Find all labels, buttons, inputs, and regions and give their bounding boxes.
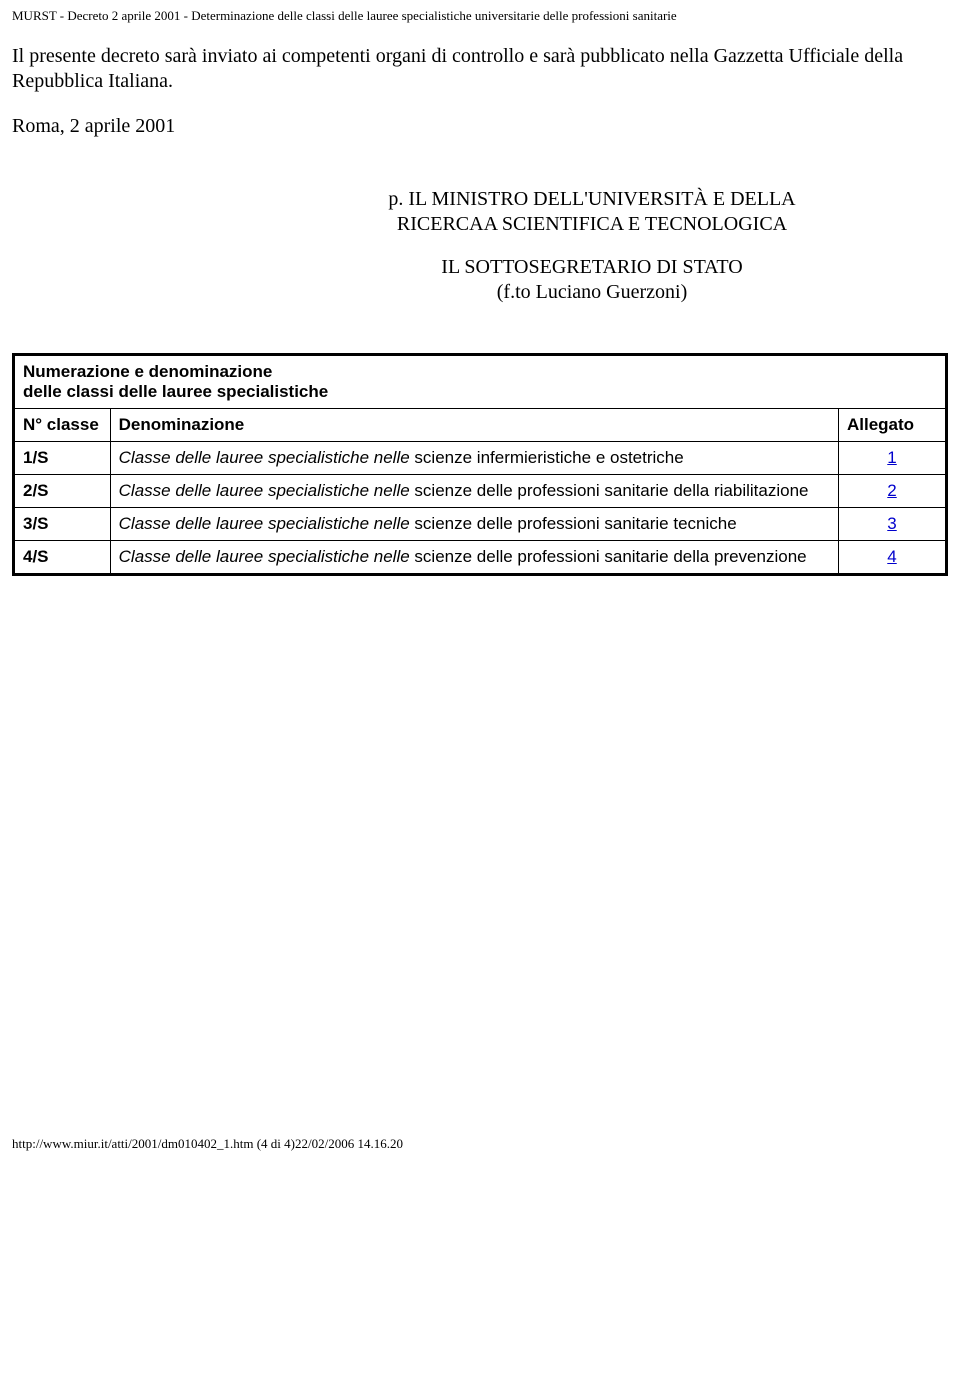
signature-line-4: (f.to Luciano Guerzoni) [312,280,872,305]
signature-block: p. IL MINISTRO DELL'UNIVERSITÀ E DELLA R… [12,187,948,305]
signature-line-2: RICERCAA SCIENTIFICA E TECNOLOGICA [312,212,872,237]
row-link-cell: 1 [839,442,947,475]
row-desc-rest: scienze delle professioni sanitarie dell… [414,547,806,566]
row-num: 1/S [14,442,111,475]
row-desc-prefix: Classe delle lauree specialistiche nelle [119,514,415,533]
row-link-cell: 4 [839,541,947,575]
row-desc: Classe delle lauree specialistiche nelle… [110,508,838,541]
classes-table: Numerazione e denominazione delle classi… [12,353,948,576]
col-header-denom: Denominazione [110,409,838,442]
row-link-cell: 3 [839,508,947,541]
row-desc: Classe delle lauree specialistiche nelle… [110,541,838,575]
row-num: 4/S [14,541,111,575]
table-section-title-l1: Numerazione e denominazione [23,362,272,381]
table-section-header: Numerazione e denominazione delle classi… [14,355,947,409]
intro-paragraph-2: Roma, 2 aprile 2001 [12,114,948,139]
table-row: 2/S Classe delle lauree specialistiche n… [14,475,947,508]
row-desc-prefix: Classe delle lauree specialistiche nelle [119,448,415,467]
table-row: 3/S Classe delle lauree specialistiche n… [14,508,947,541]
allegato-link[interactable]: 4 [887,547,896,566]
row-num: 2/S [14,475,111,508]
allegato-link[interactable]: 3 [887,514,896,533]
signature-line-3: IL SOTTOSEGRETARIO DI STATO [312,255,872,280]
row-num: 3/S [14,508,111,541]
col-header-num: N° classe [14,409,111,442]
allegato-link[interactable]: 1 [887,448,896,467]
table-row: 4/S Classe delle lauree specialistiche n… [14,541,947,575]
page-footer-url: http://www.miur.it/atti/2001/dm010402_1.… [0,1136,960,1152]
row-desc-rest: scienze delle professioni sanitarie dell… [414,481,808,500]
row-desc: Classe delle lauree specialistiche nelle… [110,442,838,475]
col-header-allegato: Allegato [839,409,947,442]
row-desc-rest: scienze infermieristiche e ostetriche [414,448,683,467]
row-link-cell: 2 [839,475,947,508]
row-desc-prefix: Classe delle lauree specialistiche nelle [119,481,415,500]
table-section-title-l2: delle classi delle lauree specialistiche [23,382,328,401]
allegato-link[interactable]: 2 [887,481,896,500]
row-desc-prefix: Classe delle lauree specialistiche nelle [119,547,415,566]
row-desc: Classe delle lauree specialistiche nelle… [110,475,838,508]
row-desc-rest: scienze delle professioni sanitarie tecn… [414,514,736,533]
signature-line-1: p. IL MINISTRO DELL'UNIVERSITÀ E DELLA [312,187,872,212]
intro-paragraph-1: Il presente decreto sarà inviato ai comp… [12,44,948,94]
table-row: 1/S Classe delle lauree specialistiche n… [14,442,947,475]
page-header-meta: MURST - Decreto 2 aprile 2001 - Determin… [12,8,948,24]
